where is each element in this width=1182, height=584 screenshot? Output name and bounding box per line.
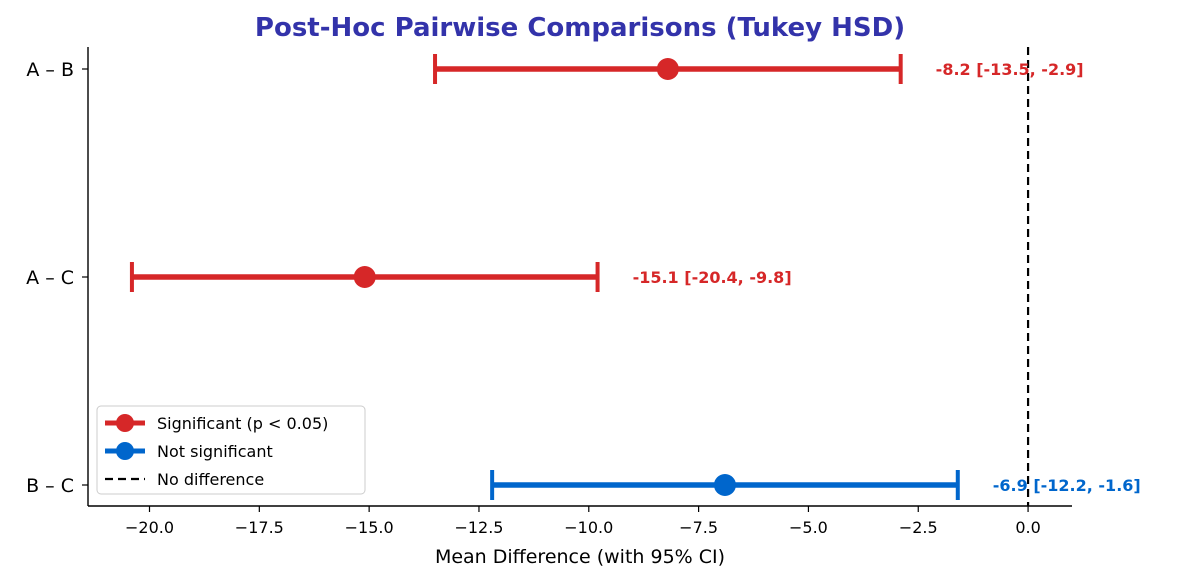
x-tick-label: −10.0 [564, 518, 613, 537]
x-tick-label: −17.5 [235, 518, 284, 537]
y-tick-label: B – C [26, 475, 74, 497]
legend-box [96, 405, 366, 495]
y-tick-label: A – C [26, 267, 74, 289]
x-tick-label: −2.5 [899, 518, 938, 537]
legend-marker [116, 442, 134, 460]
legend-marker [116, 414, 134, 432]
x-tick-label: −7.5 [679, 518, 718, 537]
legend-label: Significant (p < 0.05) [157, 414, 328, 433]
x-tick-label: −20.0 [125, 518, 174, 537]
legend-label: Not significant [157, 442, 273, 461]
value-annotation: -15.1 [-20.4, -9.8] [633, 268, 792, 287]
value-annotation: -6.9 [-12.2, -1.6] [993, 476, 1141, 495]
x-tick-label: −12.5 [454, 518, 503, 537]
mean-point [353, 266, 376, 288]
mean-point [713, 474, 736, 496]
axes: A – B A – C B – C −20.0 −17.5 −15.0 −12.5 −10.0… [26, 47, 1072, 537]
x-tick-label: −5.0 [789, 518, 828, 537]
x-tick-label: 0.0 [1015, 518, 1040, 537]
mean-point [656, 58, 679, 80]
legend: Significant (p < 0.05) Not significant No … [96, 405, 366, 495]
value-annotation: -8.2 [-13.5, -2.9] [936, 60, 1084, 79]
x-axis-label: Mean Difference (with 95% CI) [435, 546, 725, 568]
y-tick-label: A – B [26, 59, 74, 81]
x-tick-label: −15.0 [345, 518, 394, 537]
chart-title: Post-Hoc Pairwise Comparisons (Tukey HSD… [255, 13, 905, 43]
legend-label: No difference [157, 470, 264, 489]
plot-area: -8.2 [-13.5, -2.9] -15.1 [-20.4, -9.8] -6.… [129, 47, 1141, 506]
